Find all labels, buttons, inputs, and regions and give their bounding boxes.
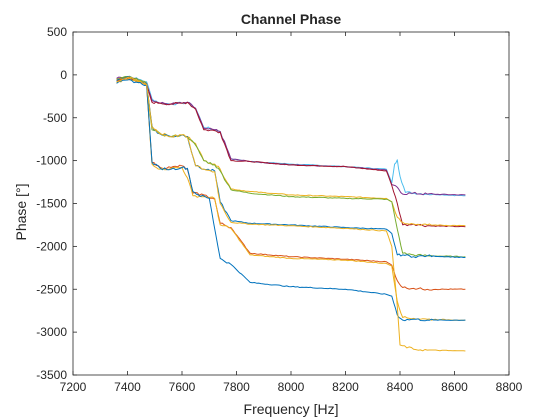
x-tick-label-7600: 7600 bbox=[169, 380, 196, 394]
y-axis-label: Phase [°] bbox=[13, 184, 29, 241]
series-line-9 bbox=[116, 79, 466, 322]
y-tick-label--2000: -2000 bbox=[36, 239, 67, 253]
y-tick-label-500: 500 bbox=[47, 25, 67, 39]
plot-area: 7200 7400 7600 7800 8000 8200 8400 8600 8800 -350… bbox=[36, 25, 522, 394]
y-tick-label--500: -500 bbox=[43, 111, 67, 125]
y-tick-label--1500: -1500 bbox=[36, 197, 67, 211]
series-line-10 bbox=[116, 76, 466, 352]
series-line-7 bbox=[116, 77, 466, 291]
y-tick-label-0: 0 bbox=[60, 68, 67, 82]
x-tick-label-8200: 8200 bbox=[332, 380, 359, 394]
y-tick-label--2500: -2500 bbox=[36, 282, 67, 296]
x-tick-label-8800: 8800 bbox=[496, 380, 523, 394]
x-tick-label-7800: 7800 bbox=[223, 380, 250, 394]
y-tick-label--1000: -1000 bbox=[36, 154, 67, 168]
series-line-1 bbox=[116, 76, 466, 197]
y-tick-label--3500: -3500 bbox=[36, 368, 67, 382]
x-axis-label: Frequency [Hz] bbox=[244, 401, 339, 417]
series-line-8 bbox=[116, 78, 466, 321]
x-tick-label-8400: 8400 bbox=[387, 380, 414, 394]
y-tick-label--3000: -3000 bbox=[36, 325, 67, 339]
x-tick-label-8000: 8000 bbox=[278, 380, 305, 394]
x-tick-label-7400: 7400 bbox=[114, 380, 141, 394]
chart-title: Channel Phase bbox=[241, 11, 342, 27]
x-tick-label-7200: 7200 bbox=[60, 380, 87, 394]
x-tick-label-8600: 8600 bbox=[441, 380, 468, 394]
series-line-3 bbox=[116, 76, 466, 228]
